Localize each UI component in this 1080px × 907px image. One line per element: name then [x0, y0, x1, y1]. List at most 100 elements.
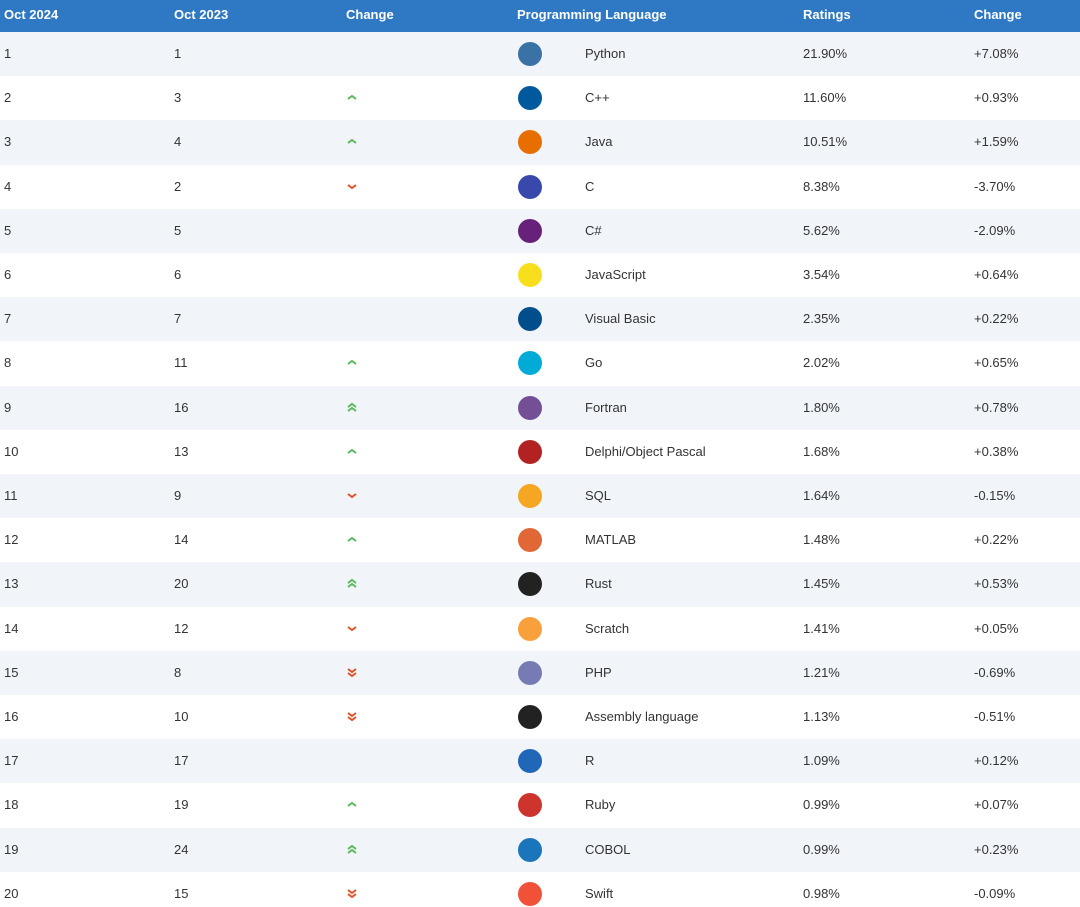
- previous-rank: 15: [174, 885, 189, 901]
- column-header: Oct 2023: [174, 7, 229, 22]
- language-logo: [518, 307, 542, 332]
- language-name: Scratch: [585, 620, 630, 636]
- rating-change: +0.23%: [974, 841, 1019, 857]
- current-rank: 5: [4, 222, 12, 238]
- rating-change: +0.05%: [974, 620, 1019, 636]
- previous-rank: 7: [174, 311, 182, 327]
- current-rank: 8: [4, 355, 12, 371]
- previous-rank: 11: [174, 355, 188, 371]
- current-rank: 3: [4, 134, 12, 150]
- language-logo: [518, 86, 542, 111]
- previous-rank: 13: [174, 443, 189, 459]
- previous-rank: 3: [174, 90, 182, 106]
- table-header: Oct 2024 Oct 2023 Change Programming Lan…: [0, 0, 1080, 32]
- table-row: 16 10 Assembly language 1.13% -0.51%: [0, 695, 1080, 739]
- rating: 0.99%: [803, 797, 840, 813]
- language-name: Delphi/Object Pascal: [585, 443, 706, 459]
- language-logo: [518, 528, 542, 553]
- table-row: 2 3 C++ 11.60% +0.93%: [0, 76, 1080, 120]
- table-row: 10 13 Delphi/Object Pascal 1.68% +0.38%: [0, 430, 1080, 474]
- table-row: 1 1 Python 21.90% +7.08%: [0, 32, 1080, 77]
- trend-arrow: [347, 802, 357, 808]
- previous-rank: 19: [174, 797, 189, 813]
- previous-rank: 14: [174, 532, 189, 548]
- column-header: Oct 2024: [4, 7, 59, 22]
- language-logo: [518, 439, 542, 464]
- current-rank: 15: [4, 664, 19, 680]
- language-logo: [518, 395, 542, 420]
- rating: 0.99%: [803, 841, 840, 857]
- table-row: 7 7 Visual Basic 2.35% +0.22%: [0, 297, 1080, 342]
- rating: 11.60%: [803, 90, 847, 106]
- trend-arrow: [347, 360, 357, 366]
- trend-arrow: [347, 183, 357, 189]
- trend-arrow: [347, 402, 357, 412]
- language-logo: [518, 881, 542, 906]
- trend-arrow: [347, 667, 357, 678]
- rating-change: -0.69%: [974, 664, 1016, 680]
- trend-arrow: [347, 888, 357, 899]
- language-name: Rust: [585, 576, 612, 592]
- previous-rank: 9: [174, 488, 182, 503]
- rating-change: -3.70%: [974, 178, 1016, 194]
- table-row: 18 19 Ruby 0.99% +0.07%: [0, 783, 1080, 827]
- language-logo: [518, 705, 542, 729]
- current-rank: 1: [4, 46, 12, 61]
- rating-change: -0.51%: [974, 709, 1016, 724]
- language-logo: [518, 351, 542, 376]
- language-name: R: [585, 753, 595, 769]
- rating-change: +0.38%: [974, 443, 1019, 459]
- rating-change: +0.93%: [974, 90, 1019, 106]
- rating-change: +0.78%: [974, 399, 1019, 415]
- table-row: 14 12 Scratch 1.41% +0.05%: [0, 607, 1080, 651]
- rating: 2.35%: [803, 311, 840, 327]
- rating: 5.62%: [803, 222, 840, 238]
- language-logo: [518, 130, 542, 155]
- table-row: 12 14 MATLAB 1.48% +0.22%: [0, 518, 1080, 562]
- trend-arrow: [347, 844, 357, 854]
- current-rank: 18: [4, 797, 19, 813]
- trend-arrow: [347, 579, 357, 589]
- language-name: Java: [585, 134, 613, 150]
- table-row: 9 16 Fortran 1.80% +0.78%: [0, 385, 1080, 430]
- previous-rank: 6: [174, 267, 182, 282]
- table-row: 13 20 Rust 1.45% +0.53%: [0, 562, 1080, 607]
- current-rank: 19: [4, 841, 19, 857]
- table-row: 11 9 SQL 1.64% -0.15%: [0, 474, 1080, 519]
- rating: 1.09%: [803, 753, 840, 769]
- rating: 1.64%: [803, 488, 840, 503]
- previous-rank: 8: [174, 664, 182, 680]
- current-rank: 2: [4, 90, 12, 106]
- current-rank: 17: [4, 753, 19, 769]
- previous-rank: 20: [174, 576, 189, 592]
- language-name: Assembly language: [585, 709, 699, 724]
- trend-arrow: [347, 94, 357, 100]
- rating: 10.51%: [803, 134, 848, 150]
- table-row: 3 4 Java 10.51% +1.59%: [0, 120, 1080, 165]
- rating-change: +1.59%: [974, 134, 1019, 150]
- rating-change: +0.07%: [974, 797, 1019, 813]
- trend-arrow: [347, 712, 357, 722]
- language-name: Fortran: [585, 399, 627, 415]
- current-rank: 20: [4, 885, 19, 901]
- language-logo: [518, 218, 542, 243]
- previous-rank: 1: [174, 46, 182, 61]
- rating-change: +0.64%: [974, 267, 1019, 282]
- trend-arrow: [347, 493, 357, 499]
- current-rank: 13: [4, 576, 19, 592]
- previous-rank: 24: [174, 841, 189, 857]
- rating-change: +0.22%: [974, 532, 1019, 548]
- previous-rank: 4: [174, 134, 182, 150]
- language-logo: [518, 572, 542, 597]
- table-row: 4 2 C 8.38% -3.70%: [0, 165, 1080, 209]
- rating: 1.21%: [803, 664, 840, 680]
- rating: 8.38%: [803, 178, 840, 194]
- language-name: Go: [585, 355, 603, 371]
- trend-arrow: [347, 139, 357, 145]
- language-logo: [518, 660, 542, 685]
- table-row: 20 15 Swift 0.98% -0.09%: [0, 872, 1080, 907]
- language-name: C#: [585, 222, 602, 238]
- current-rank: 16: [4, 709, 19, 724]
- language-name: Ruby: [585, 797, 616, 813]
- table-row: 19 24 COBOL 0.99% +0.23%: [0, 827, 1080, 872]
